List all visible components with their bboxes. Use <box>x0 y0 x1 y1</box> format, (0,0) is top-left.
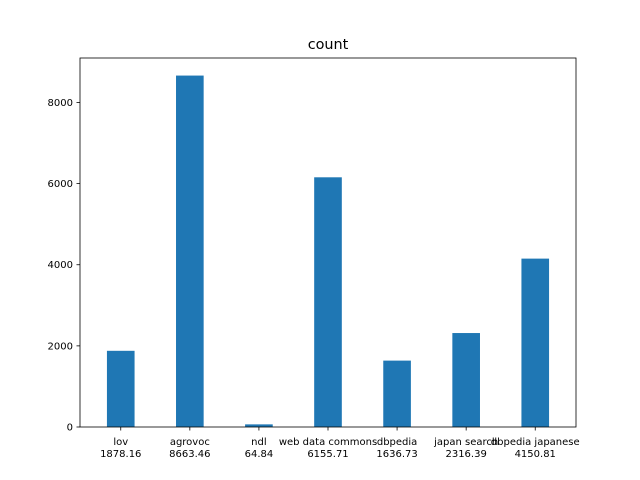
bar-0 <box>106 350 135 427</box>
x-tick-value-2: 64.84 <box>245 449 274 460</box>
y-tick-label-2: 4000 <box>48 260 73 271</box>
bar-5 <box>452 333 480 427</box>
bar-4 <box>383 360 411 427</box>
x-tick-category-4: dbpedia <box>377 437 417 448</box>
x-tick-value-0: 1878.16 <box>100 449 141 460</box>
chart-title: count <box>308 37 349 53</box>
x-tick-label-1: agrovoc 8663.46 <box>169 437 210 460</box>
y-tick-label-3: 6000 <box>48 179 73 190</box>
x-tick-category-0: lov <box>113 437 128 448</box>
bars-group <box>106 75 550 427</box>
y-tick-label-0: 0 <box>67 423 73 434</box>
x-tick-category-1: agrovoc <box>170 437 210 448</box>
x-tick-value-4: 1636.73 <box>376 449 417 460</box>
y-tick-label-1: 2000 <box>48 341 73 352</box>
bar-6 <box>521 258 550 427</box>
x-tick-value-6: 4150.81 <box>515 449 556 460</box>
bar-3 <box>314 177 342 427</box>
x-tick-category-6: dbpedia japanese <box>491 437 580 448</box>
x-tick-category-3: web data commons <box>279 437 377 448</box>
x-tick-label-6: dbpedia japanese 4150.81 <box>491 437 580 460</box>
x-tick-label-0: lov 1878.16 <box>100 437 141 460</box>
bar-2 <box>245 424 273 427</box>
x-tick-label-4: dbpedia 1636.73 <box>376 437 417 460</box>
bar-1 <box>176 75 204 427</box>
y-tick-label-4: 8000 <box>48 98 73 109</box>
x-tick-value-3: 6155.71 <box>307 449 348 460</box>
y-axis-ticks: 0 2000 4000 6000 8000 <box>48 98 80 434</box>
plot-frame <box>79 57 577 428</box>
x-tick-label-5: japan search 2316.39 <box>433 437 498 460</box>
x-tick-category-5: japan search <box>433 437 498 448</box>
x-tick-label-2: ndl 64.84 <box>245 437 274 460</box>
x-tick-value-5: 2316.39 <box>445 449 486 460</box>
x-tick-category-2: ndl <box>251 437 266 448</box>
x-tick-value-1: 8663.46 <box>169 449 210 460</box>
x-tick-label-3: web data commons 6155.71 <box>279 437 377 460</box>
